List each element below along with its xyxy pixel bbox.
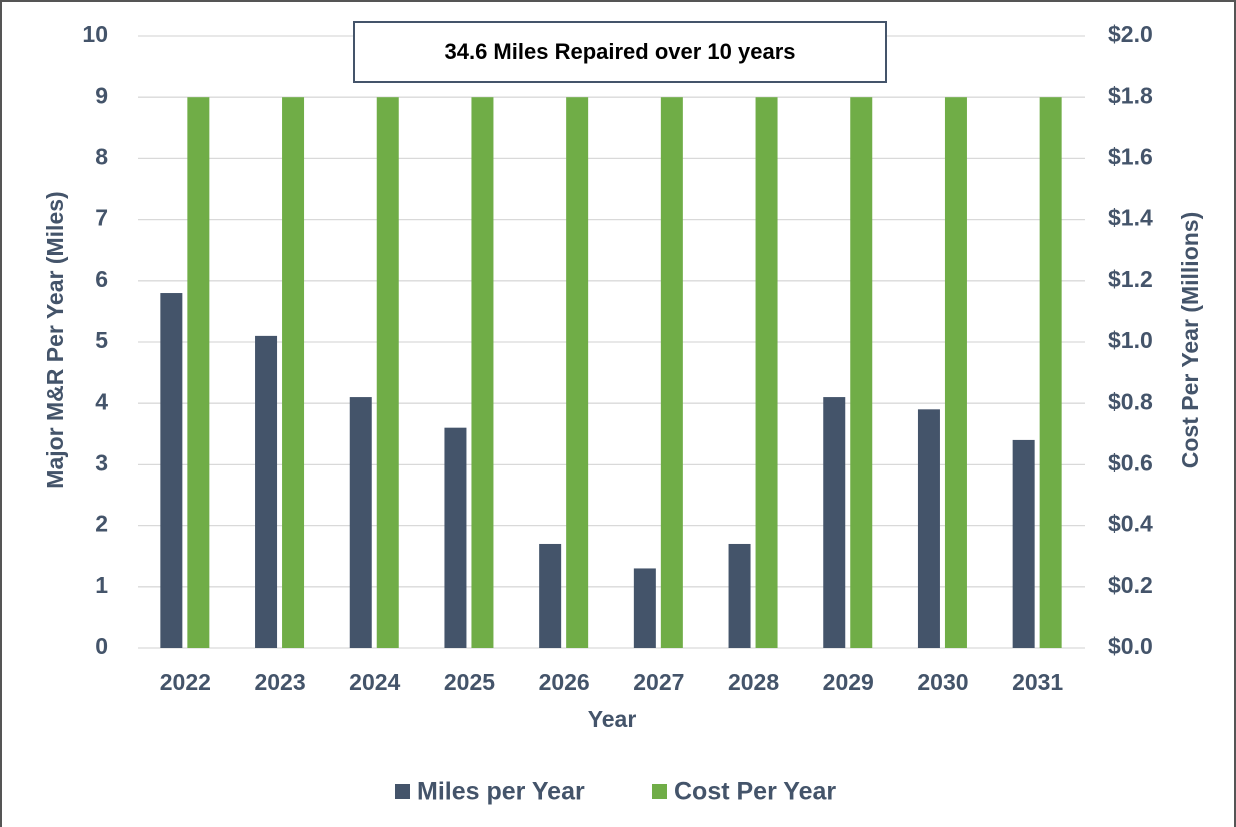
y-tick-label: 6 bbox=[95, 266, 108, 292]
y-tick-label: 7 bbox=[95, 205, 108, 231]
bar bbox=[444, 427, 467, 648]
y2-tick-label: $0.0 bbox=[1108, 633, 1153, 659]
bar bbox=[917, 409, 940, 648]
y2-tick-label: $1.2 bbox=[1108, 266, 1153, 292]
y-tick-label: 9 bbox=[95, 82, 108, 108]
bar bbox=[728, 543, 751, 648]
y2-tick-label: $0.2 bbox=[1108, 572, 1153, 598]
y2-tick-label: $1.4 bbox=[1108, 205, 1153, 231]
x-tick-label: 2027 bbox=[633, 669, 684, 695]
bar bbox=[850, 97, 873, 648]
bar bbox=[823, 397, 846, 648]
y2-tick-label: $0.8 bbox=[1108, 388, 1153, 414]
y2-tick-label: $0.4 bbox=[1108, 511, 1153, 537]
bar bbox=[539, 543, 562, 648]
bar bbox=[160, 293, 183, 648]
bar bbox=[255, 335, 278, 648]
y2-tick-label: $1.0 bbox=[1108, 327, 1153, 353]
legend-swatch bbox=[652, 784, 667, 799]
legend-label: Miles per Year bbox=[417, 778, 585, 806]
bar bbox=[633, 568, 656, 648]
bar bbox=[660, 97, 683, 648]
annotation-box bbox=[353, 21, 887, 83]
bar bbox=[944, 97, 967, 648]
y2-tick-label: $1.6 bbox=[1108, 143, 1153, 169]
y-axis-label: Major M&R Per Year (Miles) bbox=[42, 191, 68, 488]
x-tick-label: 2031 bbox=[1012, 669, 1063, 695]
x-tick-label: 2028 bbox=[728, 669, 779, 695]
annotation: 34.6 Miles Repaired over 10 years bbox=[445, 39, 796, 64]
bar bbox=[282, 97, 305, 648]
y-tick-label: 1 bbox=[95, 572, 108, 598]
y-tick-label: 5 bbox=[95, 327, 108, 353]
y2-axis-label: Cost Per Year (Millions) bbox=[1177, 212, 1203, 468]
legend-label: Cost Per Year bbox=[674, 778, 836, 806]
bar bbox=[1039, 97, 1062, 648]
x-tick-label: 2024 bbox=[349, 669, 400, 695]
legend-swatch bbox=[395, 784, 410, 799]
y-tick-label: 8 bbox=[95, 143, 108, 169]
bar bbox=[471, 97, 494, 648]
bar bbox=[349, 397, 372, 648]
y2-tick-label: $2.0 bbox=[1108, 21, 1153, 47]
x-tick-label: 2029 bbox=[823, 669, 874, 695]
y2-tick-label: $0.6 bbox=[1108, 449, 1153, 475]
bar bbox=[1012, 439, 1035, 648]
bar bbox=[187, 97, 210, 648]
y-tick-label: 4 bbox=[95, 388, 108, 414]
x-tick-label: 2022 bbox=[160, 669, 211, 695]
x-axis-label: Year bbox=[588, 706, 637, 732]
y-tick-label: 0 bbox=[95, 633, 108, 659]
bar bbox=[566, 97, 589, 648]
bar bbox=[755, 97, 778, 648]
x-tick-label: 2030 bbox=[917, 669, 968, 695]
bar bbox=[376, 97, 399, 648]
y-tick-label: 2 bbox=[95, 511, 108, 537]
y2-tick-label: $1.8 bbox=[1108, 82, 1153, 108]
x-tick-label: 2026 bbox=[539, 669, 590, 695]
x-tick-label: 2023 bbox=[254, 669, 305, 695]
y-tick-label: 10 bbox=[82, 21, 108, 47]
x-tick-label: 2025 bbox=[444, 669, 495, 695]
y-tick-label: 3 bbox=[95, 449, 108, 475]
